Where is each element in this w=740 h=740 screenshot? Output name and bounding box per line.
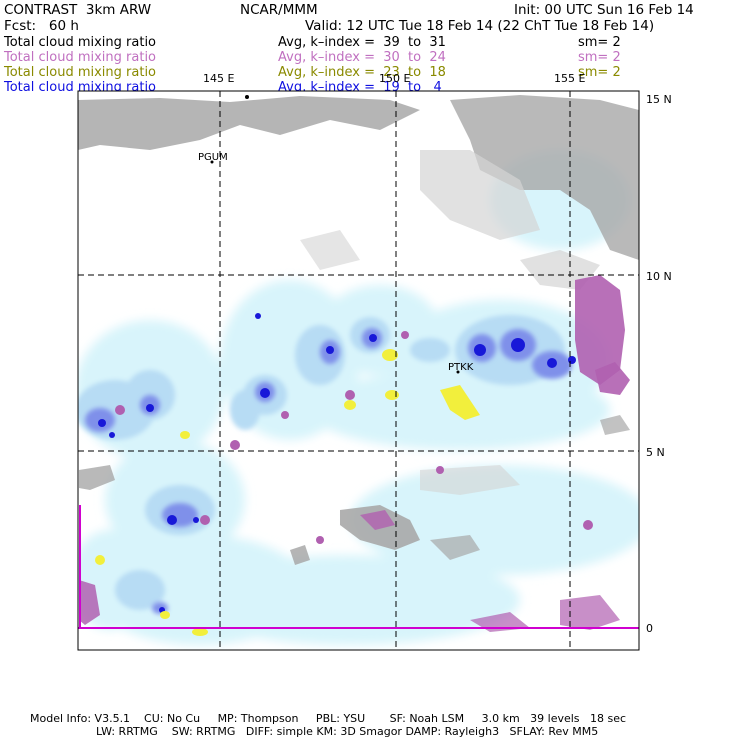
lat-lon-grid bbox=[78, 91, 639, 650]
valid-time: Valid: 12 UTC Tue 18 Feb 14 (22 ChT Tue … bbox=[305, 18, 655, 34]
field-sm-1: sm= 2 bbox=[578, 35, 621, 50]
station-marker-north bbox=[245, 95, 249, 99]
field-range-3: Avg, k–index = 23 to 18 bbox=[278, 65, 446, 80]
lat-label-5: 5 N bbox=[646, 446, 665, 459]
station-label-ptkk: PTKK bbox=[448, 362, 474, 373]
model-info-line-2: LW: RRTMG SW: RRTMG DIFF: simple KM: 3D … bbox=[96, 725, 599, 738]
station-marker-ptkk bbox=[456, 370, 460, 374]
lon-label-155: 155 E bbox=[554, 72, 586, 85]
violet-contours bbox=[79, 275, 630, 632]
model-title: CONTRAST 3km ARW bbox=[4, 2, 152, 18]
field-name-1: Total cloud mixing ratio bbox=[4, 35, 157, 50]
org-label: NCAR/MMM bbox=[240, 2, 318, 18]
lat-label-10: 10 N bbox=[646, 270, 672, 283]
model-info-line-1: Model Info: V3.5.1 CU: No Cu MP: Thompso… bbox=[30, 712, 627, 725]
lat-label-15: 15 N bbox=[646, 93, 672, 106]
map-frame bbox=[77, 90, 640, 651]
field-range-2: Avg, k–index = 30 to 24 bbox=[278, 50, 446, 65]
field-sm-2: sm= 2 bbox=[578, 50, 621, 65]
station-marker-pgum bbox=[210, 160, 214, 164]
field-sm-3: sm= 2 bbox=[578, 65, 621, 80]
field-range-1: Avg, k–index = 39 to 31 bbox=[278, 35, 446, 50]
lat-label-0: 0 bbox=[646, 622, 653, 635]
terrain-light bbox=[300, 150, 600, 495]
yellow-contours bbox=[95, 349, 480, 636]
field-name-2: Total cloud mixing ratio bbox=[4, 50, 157, 65]
station-label-pgum: PGUM bbox=[198, 152, 228, 163]
forecast-hour: Fcst: 60 h bbox=[4, 18, 79, 34]
init-time: Init: 00 UTC Sun 16 Feb 14 bbox=[514, 2, 694, 18]
lon-label-150: 150 E bbox=[379, 72, 411, 85]
lon-label-145: 145 E bbox=[203, 72, 235, 85]
field-name-3: Total cloud mixing ratio bbox=[4, 65, 157, 80]
